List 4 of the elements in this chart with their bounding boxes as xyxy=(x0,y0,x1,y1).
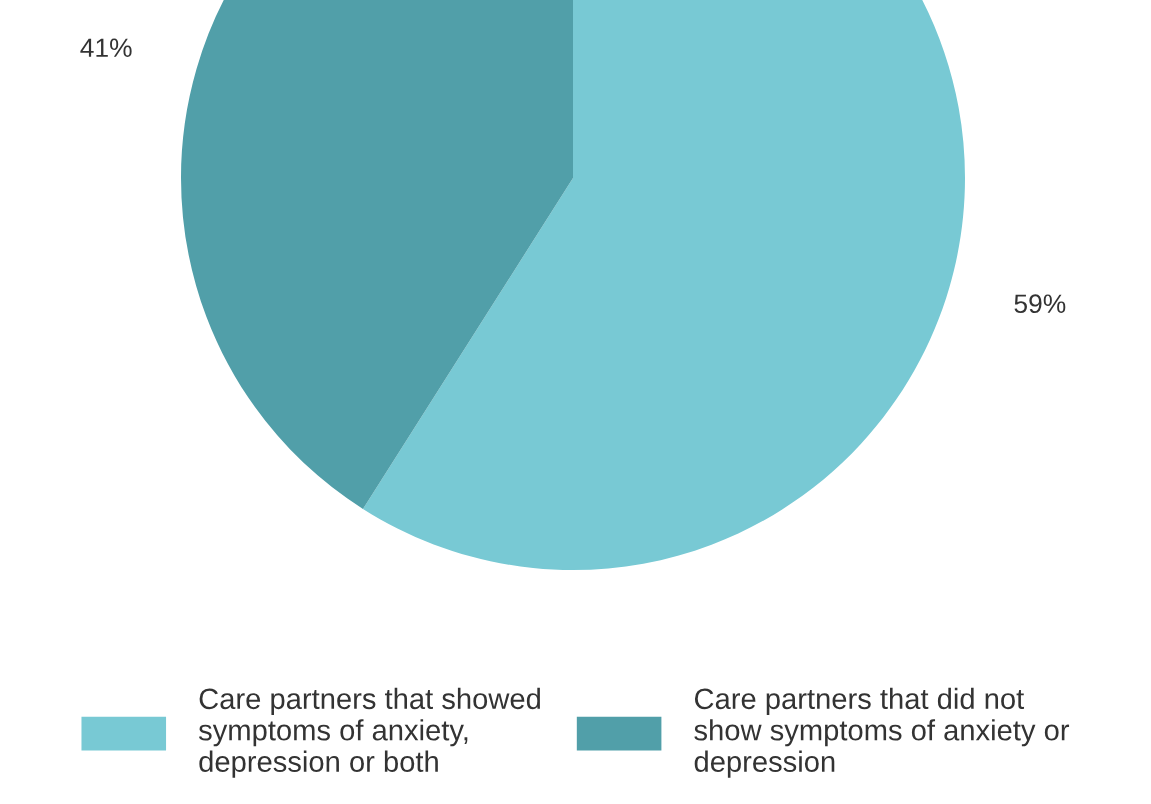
data-label: 59% xyxy=(1014,294,1066,314)
legend-label: Care partners that did not show symptoms of anxiety or depression xyxy=(694,687,1070,778)
legend-label: Care partners that showed symptoms of anxiety, depression or both xyxy=(198,687,540,778)
data-label: 41% xyxy=(80,38,132,58)
